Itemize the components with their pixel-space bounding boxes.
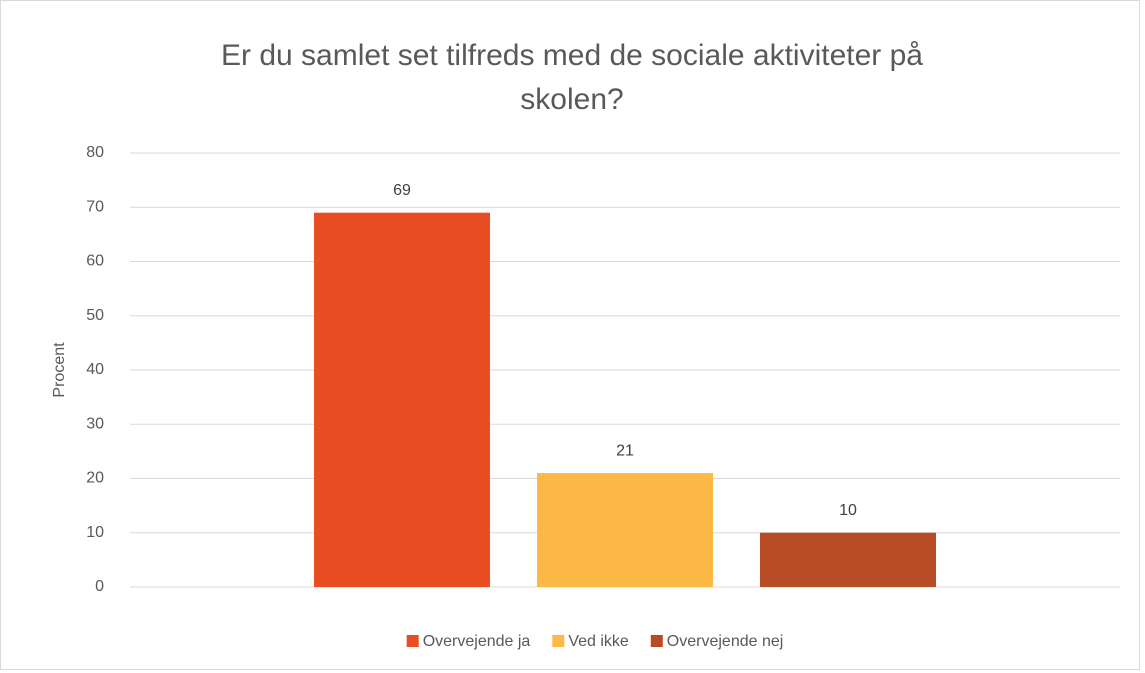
y-tick-label: 50 bbox=[86, 307, 104, 324]
legend-label: Ved ikke bbox=[568, 633, 629, 650]
data-label: 69 bbox=[393, 182, 411, 199]
data-label: 21 bbox=[616, 442, 634, 459]
bar bbox=[314, 212, 490, 588]
legend-swatch bbox=[406, 635, 419, 647]
bar bbox=[760, 532, 936, 587]
legend-swatch bbox=[650, 635, 663, 647]
y-tick-label: 80 bbox=[86, 144, 104, 161]
y-axis-label: Procent bbox=[51, 342, 68, 398]
y-tick-label: 10 bbox=[86, 524, 104, 541]
y-tick-label: 40 bbox=[86, 361, 104, 378]
y-tick-label: 70 bbox=[86, 198, 104, 215]
legend-swatch bbox=[552, 635, 565, 647]
bar bbox=[537, 473, 713, 587]
chart-title: Er du samlet set tilfreds med de sociale… bbox=[221, 39, 923, 116]
y-tick-label: 30 bbox=[86, 415, 104, 432]
y-tick-label: 60 bbox=[86, 253, 104, 270]
y-tick-label: 20 bbox=[86, 470, 104, 487]
y-tick-label: 0 bbox=[95, 578, 104, 595]
legend-label: Overvejende ja bbox=[423, 633, 531, 650]
data-label: 10 bbox=[839, 502, 857, 519]
legend-label: Overvejende nej bbox=[667, 633, 784, 650]
